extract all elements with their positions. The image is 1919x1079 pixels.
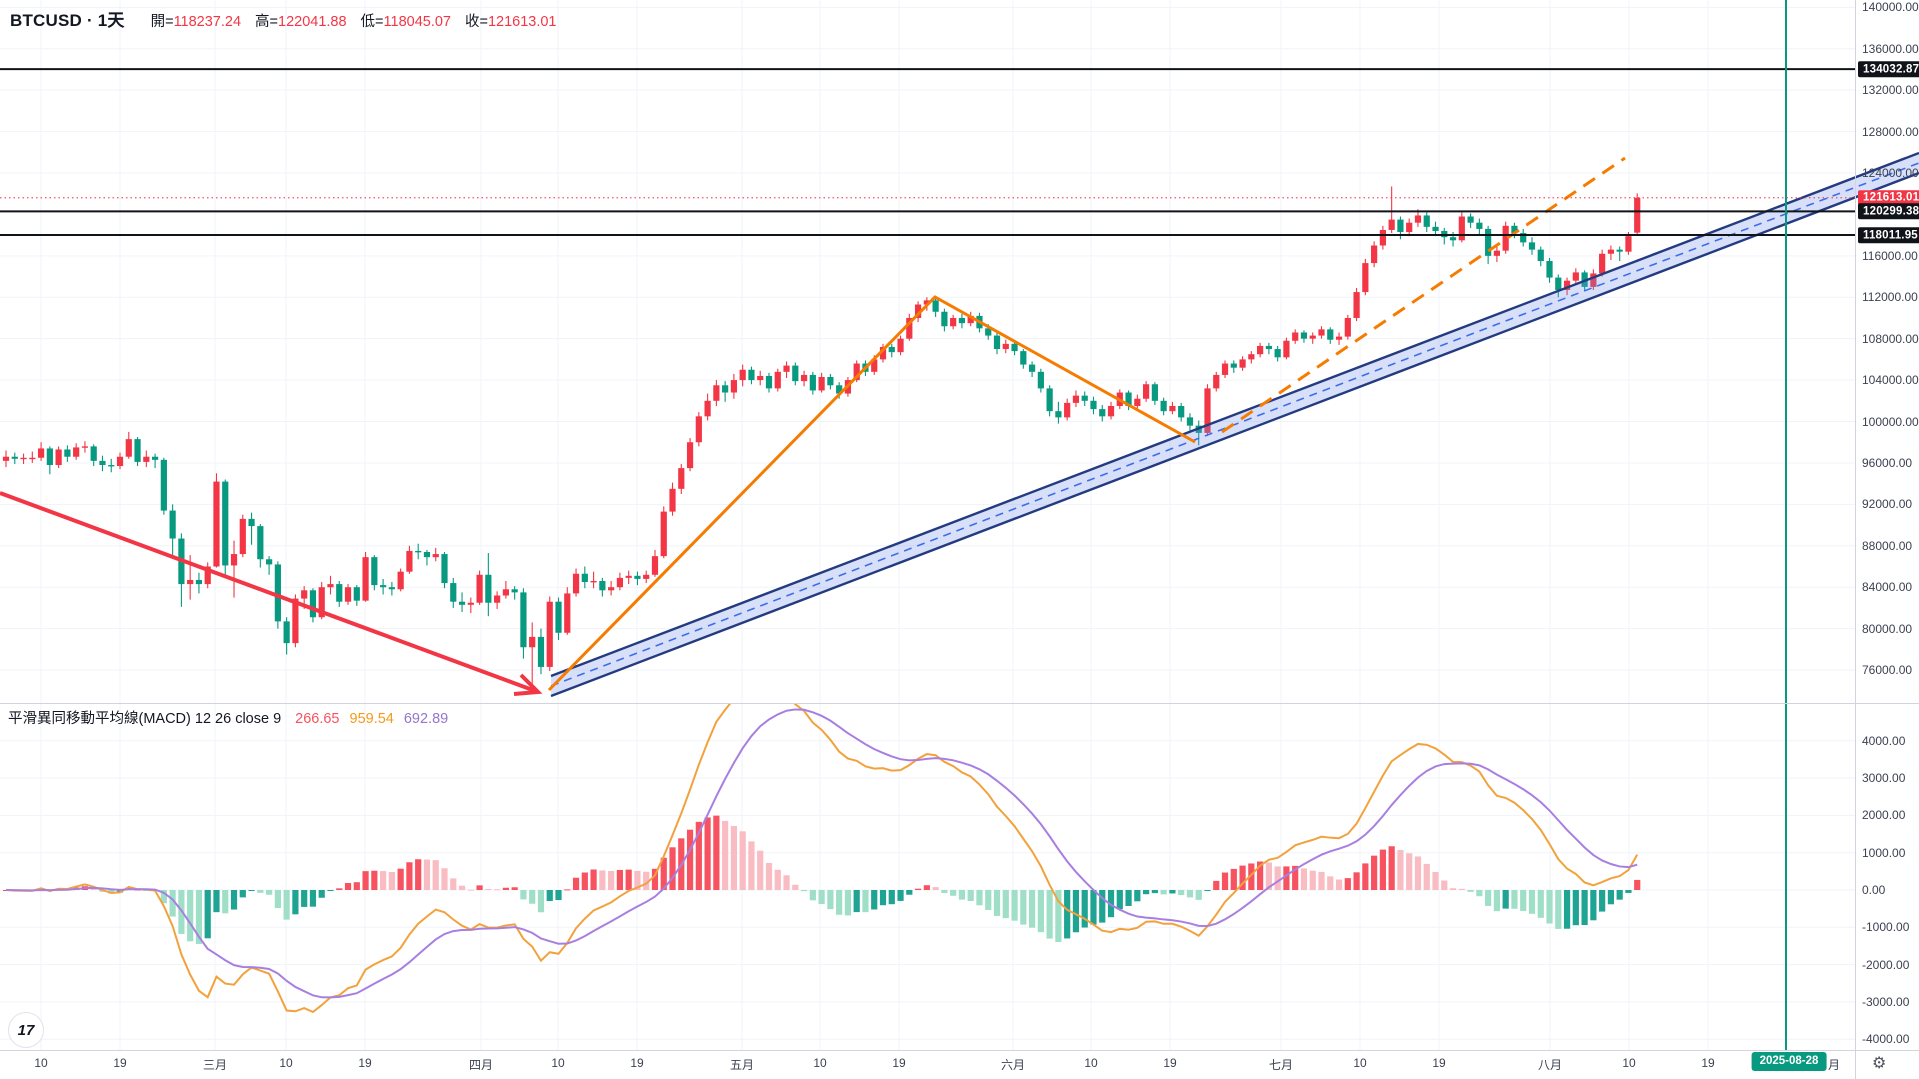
time-tick-label: 19: [358, 1056, 372, 1070]
low-label: 低=: [360, 14, 384, 30]
price-tick-label: 132000.00: [1862, 83, 1919, 98]
price-tick-label: 92000.00: [1862, 497, 1913, 512]
macd-line-value: 959.54: [349, 711, 394, 727]
price-tick-label: 96000.00: [1862, 455, 1913, 470]
close-label: 收=: [464, 14, 488, 30]
candlestick-series: [2, 186, 1641, 689]
macd-tick-label: -1000.00: [1862, 920, 1910, 935]
price-tick-label: 88000.00: [1862, 538, 1913, 553]
time-tick-label: 四月: [468, 1058, 494, 1072]
high-label: 高=: [255, 14, 278, 30]
macd-title: 平滑異同移動平均線(MACD) 12 26 close 9: [8, 711, 282, 727]
red-trendline: [0, 491, 539, 694]
time-axis-divider: [0, 1050, 1919, 1051]
price-tick-label: 76000.00: [1862, 663, 1913, 678]
time-tick-label: 19: [1163, 1056, 1177, 1070]
time-tick-label: 10: [813, 1056, 827, 1070]
time-tick-label: 10: [1084, 1056, 1098, 1070]
red-trendline-arrowhead: [513, 673, 543, 696]
chart-header: BTCUSD · 1天 開=118237.24 高=122041.88 低=11…: [10, 6, 557, 31]
time-tick-label: 10: [551, 1056, 565, 1070]
price-tick-label: 108000.00: [1862, 331, 1919, 346]
orange-zigzag-line: [547, 295, 1196, 692]
open-value: 118237.24: [173, 14, 242, 30]
open-label: 開=: [150, 14, 174, 30]
macd-signal-value: 692.89: [403, 711, 449, 727]
macd-tick-label: -4000.00: [1862, 1032, 1910, 1047]
tradingview-logo-icon[interactable]: 17: [8, 1012, 44, 1048]
partial-month-label: 月: [1828, 1058, 1841, 1072]
macd-tick-label: 2000.00: [1862, 808, 1906, 823]
current-price-badge[interactable]: 121613.01: [1858, 189, 1919, 206]
macd-values: 266.65 959.54 692.89: [295, 711, 448, 727]
settings-gear-icon[interactable]: ⚙: [1872, 1055, 1887, 1072]
time-tick-label: 10: [1353, 1056, 1367, 1070]
price-level-badge[interactable]: 120299.38: [1858, 203, 1919, 220]
macd-tick-label: 0.00: [1862, 883, 1886, 897]
price-tick-label: 136000.00: [1862, 41, 1919, 56]
time-tick-label: 19: [630, 1056, 644, 1070]
macd-tick-label: -3000.00: [1862, 994, 1910, 1009]
low-value: 118045.07: [383, 14, 451, 30]
price-tick-label: 124000.00: [1862, 166, 1919, 180]
time-tick-label: 19: [1432, 1056, 1446, 1070]
macd-indicator-header[interactable]: 平滑異同移動平均線(MACD) 12 26 close 9 266.65 959…: [8, 707, 448, 728]
time-tick-label: 19: [892, 1056, 906, 1070]
time-tick-label: 六月: [1000, 1058, 1026, 1072]
macd-line: [5, 704, 1639, 1014]
price-tick-label: 116000.00: [1862, 248, 1918, 263]
macd-tick-label: 3000.00: [1862, 771, 1906, 786]
time-tick-label: 八月: [1537, 1058, 1563, 1072]
high-value: 122041.88: [278, 14, 347, 30]
price-tick-label: 104000.00: [1862, 373, 1919, 388]
price-tick-label: 100000.00: [1862, 414, 1919, 429]
price-tick-label: 84000.00: [1862, 580, 1913, 595]
symbol-title[interactable]: BTCUSD · 1天: [10, 11, 125, 30]
pane-divider[interactable]: [0, 703, 1919, 704]
drawing-overlays: [0, 0, 1919, 1050]
channel-upper-line: [550, 151, 1919, 678]
macd-histogram-value: 266.65: [295, 711, 340, 727]
time-tick-label: 19: [113, 1056, 127, 1070]
close-value: 121613.01: [487, 14, 557, 30]
price-tick-label: 128000.00: [1862, 124, 1919, 139]
price-tick-label: 80000.00: [1862, 621, 1913, 636]
time-tick-label: 19: [1701, 1056, 1715, 1070]
time-tick-label: 10: [34, 1056, 48, 1070]
time-tick-label: 三月: [202, 1058, 228, 1072]
channel-lower-line: [550, 171, 1919, 698]
date-marker-badge[interactable]: 2025-08-28: [1751, 1052, 1827, 1071]
macd-tick-label: 1000.00: [1862, 845, 1906, 860]
channel-mid-line: [550, 162, 1919, 687]
price-axis-divider: [1855, 0, 1856, 1079]
time-tick-label: 10: [1622, 1056, 1636, 1070]
price-tick-label: 140000.00: [1862, 0, 1919, 15]
orange-dashed-line: [1221, 156, 1626, 434]
ohlc-readout: 開=118237.24 高=122041.88 低=118045.07 收=12…: [151, 10, 557, 31]
macd-signal-line: [5, 708, 1638, 999]
price-level-badge[interactable]: 118011.95: [1858, 227, 1919, 243]
macd-tick-label: -2000.00: [1862, 957, 1910, 972]
time-tick-label: 10: [279, 1056, 293, 1070]
time-tick-label: 七月: [1268, 1058, 1294, 1072]
price-level-badge[interactable]: 134032.87: [1858, 61, 1919, 77]
macd-tick-label: 4000.00: [1862, 733, 1906, 748]
time-tick-label: 五月: [729, 1058, 755, 1072]
macd-pane-series: [2, 704, 1641, 1014]
price-tick-label: 112000.00: [1862, 290, 1918, 305]
gridlines: [0, 0, 1855, 1050]
